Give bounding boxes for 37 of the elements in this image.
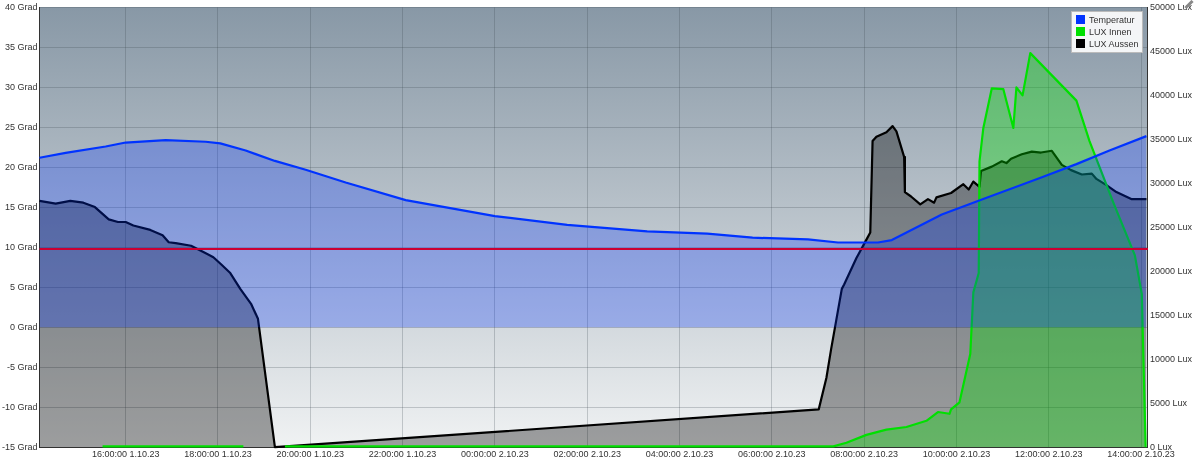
y2-tick-label: 30000 Lux: [1149, 177, 1193, 188]
y-tick-label: 35 Grad: [4, 41, 38, 52]
y2-tick-label: 45000 Lux: [1149, 45, 1193, 56]
x-tick-label: 00:00:00 2.10.23: [461, 449, 529, 460]
y2-tick-label: 40000 Lux: [1149, 89, 1193, 100]
y2-tick-label: 20000 Lux: [1149, 265, 1193, 276]
x-tick-label: 18:00:00 1.10.23: [184, 449, 252, 460]
x-tick-label: 02:00:00 2.10.23: [553, 449, 621, 460]
y2-tick-label: 5000 Lux: [1149, 397, 1188, 408]
y-tick-label: 10 Grad: [4, 241, 38, 252]
x-tick-label: 10:00:00 2.10.23: [922, 449, 991, 460]
y2-tick-label: 25000 Lux: [1149, 221, 1193, 232]
y2-tick-label: 10000 Lux: [1149, 353, 1193, 364]
y-tick-label: 20 Grad: [4, 161, 38, 172]
x-tick-label: 14:00:00 2.10.23: [1107, 449, 1175, 460]
y-tick-label: 15 Grad: [4, 201, 38, 212]
legend-label: Temperatur: [1087, 14, 1136, 27]
y-tick-label: 25 Grad: [4, 121, 38, 132]
x-tick-label: 04:00:00 2.10.23: [645, 449, 714, 460]
y-tick-label: -10 Grad: [1, 401, 38, 412]
y-tick-label: -15 Grad: [1, 441, 38, 452]
x-tick-label: 12:00:00 2.10.23: [1014, 449, 1083, 460]
x-tick-label: 22:00:00 1.10.23: [368, 449, 437, 460]
y-tick-label: 30 Grad: [4, 81, 38, 92]
x-tick-label: 16:00:00 1.10.23: [91, 449, 160, 460]
y-tick-label: -5 Grad: [7, 361, 38, 372]
y2-tick-label: 0 Lux: [1149, 441, 1173, 452]
x-tick-label: 06:00:00 2.10.23: [738, 449, 806, 460]
y-tick-label: 0 Grad: [10, 321, 38, 332]
legend-label: LUX Innen: [1087, 26, 1133, 39]
legend-label: LUX Aussen: [1087, 38, 1139, 51]
y2-tick-label: 15000 Lux: [1149, 309, 1193, 320]
x-tick-label: 20:00:00 1.10.23: [276, 449, 345, 460]
y-tick-label: 40 Grad: [4, 1, 38, 12]
x-tick-label: 08:00:00 2.10.23: [830, 449, 898, 460]
y-tick-label: 5 Grad: [10, 281, 38, 292]
y2-tick-label: 35000 Lux: [1149, 133, 1193, 144]
